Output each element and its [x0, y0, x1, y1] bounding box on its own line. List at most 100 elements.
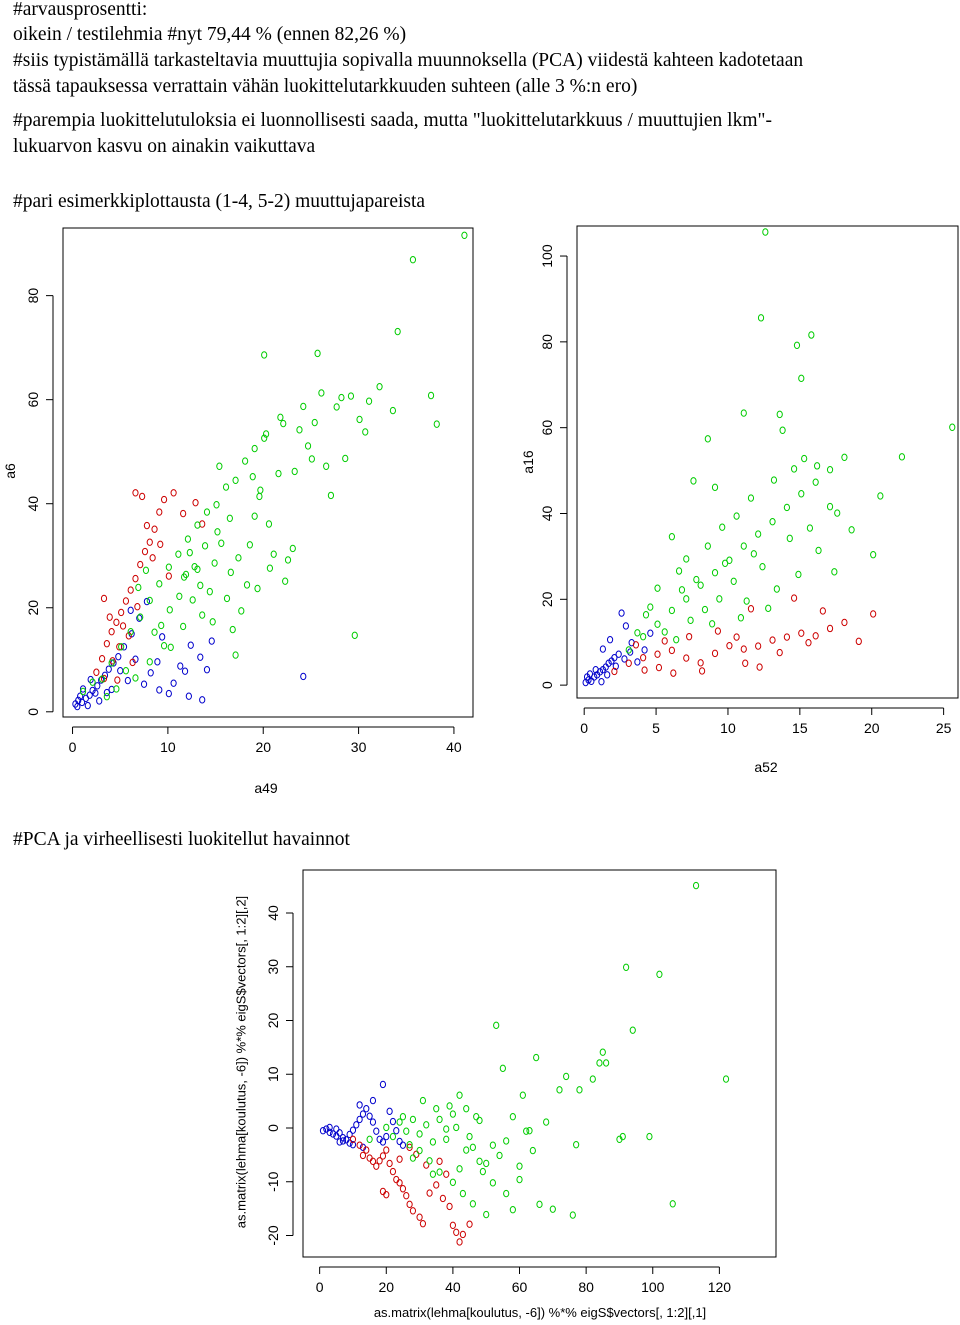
data-point-green: [314, 349, 321, 358]
data-point-green: [256, 492, 263, 501]
data-point-green: [103, 693, 110, 701]
data-point-green: [776, 410, 783, 419]
data-point-red: [98, 655, 106, 663]
data-point-green: [376, 382, 383, 391]
data-point-blue: [606, 635, 614, 644]
data-point-green: [755, 530, 762, 538]
data-point-blue: [326, 1128, 333, 1137]
data-point-green: [687, 616, 694, 625]
data-point-blue: [615, 650, 622, 658]
data-point-green: [757, 314, 765, 322]
x-tick-label: 100: [641, 1279, 665, 1295]
data-point-green: [489, 1179, 496, 1187]
text-line-2: oikein / testilehmia #nyt 79,44 % (ennen…: [13, 24, 407, 45]
data-point-green: [619, 1132, 626, 1141]
data-point-red: [406, 1143, 413, 1152]
data-point-red: [436, 1157, 443, 1166]
data-point-green: [266, 564, 274, 572]
data-point-red: [356, 1141, 363, 1149]
data-point-green: [182, 570, 190, 579]
data-point-red: [668, 646, 675, 655]
data-point-green: [533, 1053, 540, 1062]
data-point-blue: [103, 688, 110, 697]
data-point-blue: [159, 633, 166, 641]
data-point-green: [79, 687, 87, 696]
data-point-red: [747, 605, 755, 613]
data-point-blue: [611, 653, 618, 662]
data-point-red: [641, 666, 648, 674]
data-point-green: [323, 462, 330, 470]
data-point-green: [396, 1118, 403, 1126]
data-point-green: [436, 1115, 443, 1124]
y-tick-label: 20: [25, 600, 41, 616]
data-point-green: [654, 620, 661, 628]
data-point-green: [261, 351, 268, 359]
data-point-green: [793, 341, 801, 349]
data-point-green: [795, 570, 802, 579]
data-point-green: [206, 587, 213, 596]
data-point-green: [750, 550, 757, 558]
data-point-blue: [363, 1104, 370, 1113]
data-point-blue: [346, 1139, 353, 1147]
data-point-green: [383, 1123, 390, 1132]
data-point-green: [262, 430, 270, 438]
data-point-green: [156, 580, 163, 588]
data-point-green: [165, 563, 172, 571]
x-tick-label: 120: [708, 1279, 732, 1295]
data-point-red: [697, 659, 704, 667]
data-point-blue: [136, 614, 143, 622]
data-point-red: [192, 498, 199, 507]
data-point-green: [213, 501, 220, 509]
data-point-green: [503, 1137, 510, 1145]
data-point-green: [333, 403, 340, 411]
data-point-green: [362, 428, 369, 436]
data-point-green: [747, 494, 755, 502]
data-point-red: [379, 1152, 387, 1160]
x-tick-label: 5: [652, 720, 660, 736]
data-point-green: [509, 1113, 516, 1121]
data-point-blue: [399, 1141, 407, 1149]
data-point-green: [194, 521, 201, 529]
data-point-red: [711, 649, 719, 658]
data-point-green: [176, 592, 183, 601]
data-point-green: [456, 1091, 463, 1099]
data-point-red: [114, 676, 121, 684]
data-point-green: [569, 1211, 576, 1219]
data-point-green: [289, 544, 296, 553]
data-point-green: [238, 607, 245, 615]
data-point-blue: [356, 1101, 363, 1109]
data-point-green: [683, 555, 690, 563]
data-point-red: [93, 668, 100, 676]
data-point-red: [466, 1220, 473, 1228]
data-point-red: [439, 1194, 447, 1203]
data-point-blue: [634, 658, 641, 666]
data-point-blue: [369, 1096, 377, 1105]
data-point-green: [433, 420, 440, 428]
data-point-green: [291, 467, 298, 476]
y-tick-label: 80: [25, 288, 41, 304]
data-point-red: [456, 1238, 463, 1246]
data-point-green: [158, 621, 165, 630]
data-point-blue: [647, 629, 654, 637]
data-point-green: [461, 231, 468, 239]
data-point-red: [433, 1181, 440, 1189]
data-point-green: [186, 548, 193, 557]
y-tick-label: 10: [265, 1066, 281, 1082]
data-point-red: [349, 1135, 357, 1143]
data-point-blue: [333, 1125, 340, 1133]
data-point-blue: [383, 1132, 390, 1141]
data-point-green: [108, 659, 115, 667]
data-point-green: [536, 1200, 543, 1209]
data-point-blue: [336, 1129, 343, 1137]
data-point-green: [673, 635, 680, 644]
data-point-green: [701, 605, 709, 614]
y-tick-label: 30: [265, 959, 281, 975]
data-point-green: [831, 568, 838, 576]
data-point-green: [265, 520, 273, 528]
data-point-blue: [79, 685, 87, 693]
data-point-blue: [143, 597, 151, 606]
data-point-red: [122, 597, 130, 605]
data-point-red: [870, 610, 877, 618]
data-point-green: [709, 620, 716, 628]
data-point-red: [383, 1146, 390, 1154]
